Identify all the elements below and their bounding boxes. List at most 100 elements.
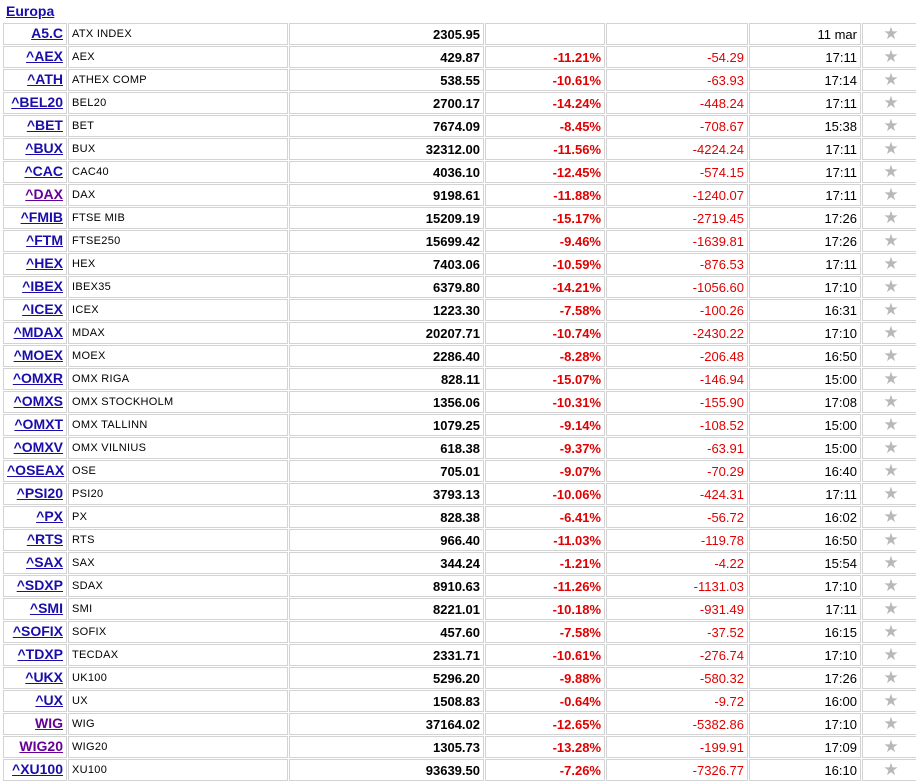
symbol-cell: ^PX	[3, 506, 67, 528]
star-icon[interactable]: ★	[883, 70, 899, 89]
index-name: OMX STOCKHOLM	[68, 391, 288, 413]
symbol-link[interactable]: ^RTS	[26, 531, 63, 547]
star-icon[interactable]: ★	[883, 507, 899, 526]
star-icon[interactable]: ★	[883, 139, 899, 158]
point-change: -155.90	[606, 391, 748, 413]
point-change: -56.72	[606, 506, 748, 528]
update-time: 16:40	[749, 460, 861, 482]
symbol-link[interactable]: ^BUX	[25, 140, 63, 156]
symbol-link[interactable]: ^HEX	[26, 255, 63, 271]
star-icon[interactable]: ★	[883, 323, 899, 342]
star-icon[interactable]: ★	[883, 737, 899, 756]
star-icon[interactable]: ★	[883, 461, 899, 480]
star-icon[interactable]: ★	[883, 116, 899, 135]
star-icon[interactable]: ★	[883, 346, 899, 365]
symbol-link[interactable]: ^ICEX	[22, 301, 63, 317]
symbol-link[interactable]: ^SDXP	[16, 577, 63, 593]
star-icon[interactable]: ★	[883, 622, 899, 641]
symbol-link[interactable]: ^XU100	[12, 761, 63, 777]
star-icon[interactable]: ★	[883, 691, 899, 710]
symbol-link[interactable]: ^UX	[35, 692, 63, 708]
symbol-link[interactable]: ^OMXR	[12, 370, 63, 386]
update-time: 17:26	[749, 207, 861, 229]
point-change: -931.49	[606, 598, 748, 620]
symbol-link[interactable]: A5.C	[31, 25, 63, 41]
star-icon[interactable]: ★	[883, 668, 899, 687]
star-icon[interactable]: ★	[883, 576, 899, 595]
symbol-link[interactable]: ^AEX	[26, 48, 63, 64]
symbol-link[interactable]: ^DAX	[25, 186, 63, 202]
star-icon[interactable]: ★	[883, 553, 899, 572]
star-icon[interactable]: ★	[883, 760, 899, 779]
star-icon[interactable]: ★	[883, 714, 899, 733]
update-time: 17:11	[749, 92, 861, 114]
star-icon[interactable]: ★	[883, 415, 899, 434]
star-icon[interactable]: ★	[883, 277, 899, 296]
index-name: WIG20	[68, 736, 288, 758]
index-value: 618.38	[289, 437, 484, 459]
index-name: OMX RIGA	[68, 368, 288, 390]
symbol-link[interactable]: ^OMXT	[14, 416, 63, 432]
update-time: 17:08	[749, 391, 861, 413]
index-name: BUX	[68, 138, 288, 160]
symbol-link[interactable]: ^SMI	[29, 600, 63, 616]
favorite-cell: ★	[862, 23, 916, 45]
symbol-link[interactable]: ^TDXP	[17, 646, 63, 662]
update-time: 17:10	[749, 644, 861, 666]
star-icon[interactable]: ★	[883, 208, 899, 227]
star-icon[interactable]: ★	[883, 47, 899, 66]
symbol-link[interactable]: ^PX	[36, 508, 63, 524]
symbol-link[interactable]: ^FMIB	[20, 209, 63, 225]
table-row: ^ATH ATHEX COMP 538.55 -10.61% -63.93 17:14 ★	[3, 69, 916, 91]
symbol-link[interactable]: ^MOEX	[13, 347, 63, 363]
symbol-link[interactable]: ^IBEX	[22, 278, 63, 294]
symbol-link[interactable]: ^UKX	[25, 669, 63, 685]
index-value: 966.40	[289, 529, 484, 551]
star-icon[interactable]: ★	[883, 369, 899, 388]
symbol-link[interactable]: ^OMXV	[13, 439, 63, 455]
symbol-link[interactable]: ^FTM	[26, 232, 63, 248]
symbol-link[interactable]: WIG	[35, 715, 63, 731]
update-time: 17:26	[749, 230, 861, 252]
symbol-cell: A5.C	[3, 23, 67, 45]
symbol-link[interactable]: ^OMXS	[13, 393, 63, 409]
favorite-cell: ★	[862, 575, 916, 597]
star-icon[interactable]: ★	[883, 392, 899, 411]
symbol-link[interactable]: ^OSEAX	[7, 462, 65, 478]
star-icon[interactable]: ★	[883, 599, 899, 618]
star-icon[interactable]: ★	[883, 162, 899, 181]
symbol-cell: ^MDAX	[3, 322, 67, 344]
symbol-link[interactable]: WIG20	[19, 738, 63, 754]
index-name: FTSE250	[68, 230, 288, 252]
star-icon[interactable]: ★	[883, 530, 899, 549]
percent-change: -10.18%	[485, 598, 605, 620]
index-name: UK100	[68, 667, 288, 689]
percent-change: -14.24%	[485, 92, 605, 114]
star-icon[interactable]: ★	[883, 300, 899, 319]
symbol-link[interactable]: ^ATH	[27, 71, 63, 87]
symbol-link[interactable]: ^BET	[26, 117, 63, 133]
star-icon[interactable]: ★	[883, 93, 899, 112]
star-icon[interactable]: ★	[883, 484, 899, 503]
star-icon[interactable]: ★	[883, 438, 899, 457]
favorite-cell: ★	[862, 437, 916, 459]
star-icon[interactable]: ★	[883, 645, 899, 664]
star-icon[interactable]: ★	[883, 24, 899, 43]
symbol-link[interactable]: ^BEL20	[11, 94, 63, 110]
star-icon[interactable]: ★	[883, 231, 899, 250]
section-title-link[interactable]: Europa	[6, 3, 55, 19]
star-icon[interactable]: ★	[883, 254, 899, 273]
star-icon[interactable]: ★	[883, 185, 899, 204]
percent-change: -11.03%	[485, 529, 605, 551]
symbol-link[interactable]: ^SOFIX	[12, 623, 63, 639]
favorite-cell: ★	[862, 322, 916, 344]
table-row: ^SMI SMI 8221.01 -10.18% -931.49 17:11 ★	[3, 598, 916, 620]
symbol-link[interactable]: ^PSI20	[16, 485, 63, 501]
index-name: OMX VILNIUS	[68, 437, 288, 459]
symbol-link[interactable]: ^SAX	[26, 554, 63, 570]
table-row: ^OSEAX OSE 705.01 -9.07% -70.29 16:40 ★	[3, 460, 916, 482]
percent-change: -12.45%	[485, 161, 605, 183]
symbol-link[interactable]: ^MDAX	[13, 324, 63, 340]
symbol-link[interactable]: ^CAC	[24, 163, 63, 179]
percent-change: -10.61%	[485, 644, 605, 666]
